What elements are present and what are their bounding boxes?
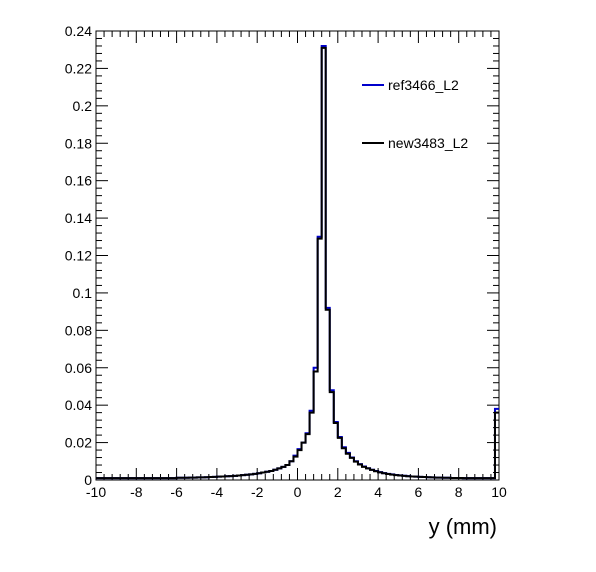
y-tick-label: 0.14 (65, 210, 92, 226)
legend-label-1: new3483_L2 (388, 135, 468, 151)
x-tick-labels: -10 -8 -6 -4 -2 0 2 4 6 8 10 (86, 484, 507, 500)
y-tick-label: 0.1 (73, 285, 93, 301)
x-tick-label: 4 (374, 484, 382, 500)
series-0-histogram (96, 44, 499, 480)
y-tick-label: 0.04 (65, 397, 92, 413)
legend: ref3466_L2 new3483_L2 (362, 77, 468, 151)
y-tick-label: 0 (84, 472, 92, 488)
y-tick-label: 0.16 (65, 173, 92, 189)
y-tick-label: 0.02 (65, 435, 92, 451)
y-tick-label: 0.08 (65, 322, 92, 338)
x-tick-label: -2 (251, 484, 264, 500)
y-tick-label: 0.24 (65, 23, 92, 39)
series-1-histogram (96, 46, 499, 480)
x-tick-label: -10 (86, 484, 106, 500)
x-tick-label: -6 (170, 484, 183, 500)
series-layer (96, 44, 499, 480)
y-tick-label: 0.2 (73, 98, 93, 114)
x-tick-label: -4 (211, 484, 224, 500)
x-tick-label: 6 (415, 484, 423, 500)
plot-frame (95, 30, 500, 481)
legend-label-0: ref3466_L2 (388, 77, 459, 93)
axis-ticks (95, 30, 500, 481)
x-tick-label: 10 (491, 484, 507, 500)
y-tick-label: 0.12 (65, 248, 92, 264)
x-tick-label: 2 (334, 484, 342, 500)
x-tick-label: 8 (455, 484, 463, 500)
x-tick-label: -8 (130, 484, 143, 500)
x-axis-title: y (mm) (429, 514, 497, 539)
y-tick-label: 0.06 (65, 360, 92, 376)
y-tick-label: 0.18 (65, 135, 92, 151)
x-tick-label: 0 (294, 484, 302, 500)
y-tick-label: 0.22 (65, 60, 92, 76)
y-tick-labels: 0 0.02 0.04 0.06 0.08 0.1 0.12 0.14 0.16 0.18 0.2 0… (65, 23, 92, 488)
